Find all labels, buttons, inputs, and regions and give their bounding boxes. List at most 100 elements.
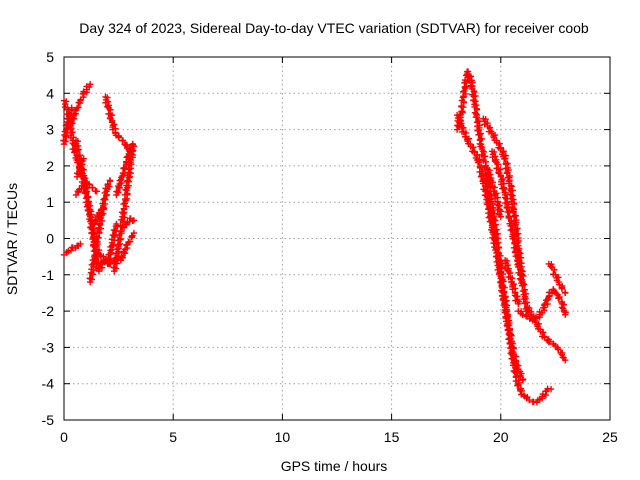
data-point [483,200,491,208]
data-points [60,68,569,406]
data-point [87,81,94,88]
data-point [74,170,81,177]
data-point [110,264,118,271]
y-tick-label: -4 [42,376,55,392]
data-point [505,321,513,329]
x-tick-label: 25 [602,429,618,445]
data-point [460,88,467,96]
data-point [512,253,520,260]
y-tick-label: -3 [42,339,55,355]
data-point [475,131,482,138]
data-point [515,381,522,388]
data-point [118,253,125,260]
x-tick-label: 15 [384,429,400,445]
data-point [458,97,466,104]
data-point [502,314,509,322]
data-point [495,202,502,210]
data-point [116,236,124,243]
data-point [530,313,537,320]
data-point [68,104,75,112]
data-point [502,309,509,316]
data-point [520,392,528,399]
data-point [110,226,118,234]
data-point [504,261,511,269]
y-tick-label: 5 [46,49,54,65]
data-point [463,68,471,75]
data-point [521,300,529,307]
data-point [458,102,465,110]
y-tick-label: 4 [46,85,54,101]
data-point [83,189,90,196]
data-point [119,137,126,144]
data-point [474,159,482,166]
data-point [547,385,555,393]
data-point [123,154,130,161]
y-axis-ticks: -5 -4 -3 -2 -1 0 1 2 3 4 5 [42,49,610,428]
data-point [472,98,479,105]
data-point [485,214,493,221]
data-point [113,188,120,195]
data-point [509,192,516,199]
data-point [104,98,112,105]
data-point [115,241,123,248]
data-point [113,220,120,228]
data-point [66,110,73,117]
data-point [93,233,101,240]
data-point [91,252,99,259]
data-point [74,147,81,155]
data-point [558,285,566,292]
data-point [509,222,517,229]
chart-title: Day 324 of 2023, Sidereal Day-to-day VTE… [79,20,589,36]
data-point [472,113,480,121]
data-point [103,256,111,263]
data-point [509,235,516,242]
data-point [512,358,520,365]
data-point [89,184,96,191]
data-point [500,155,508,163]
data-point [115,134,123,141]
data-point [491,243,498,251]
x-tick-label: 5 [169,429,177,445]
data-point [499,296,507,303]
data-point [517,372,524,379]
data-point [85,202,93,210]
y-tick-label: 2 [46,158,54,174]
data-point [92,247,100,254]
y-axis-label: SDTVAR / TECUs [4,183,20,295]
data-point [508,217,515,224]
data-point [551,266,558,274]
data-point [470,149,478,156]
data-point [492,235,499,243]
data-point [91,217,99,224]
data-point [476,156,483,163]
data-point [77,240,84,248]
data-point [519,311,526,318]
data-point [562,311,569,318]
data-point [86,275,94,282]
data-point [513,293,520,300]
data-point [116,177,123,184]
data-point [504,208,511,216]
data-point [486,218,494,225]
data-point [104,181,111,189]
data-point [80,174,87,181]
data-point [503,195,510,202]
data-point [556,293,563,301]
data-point [506,213,513,220]
y-tick-label: 1 [46,194,54,210]
data-point [89,256,97,264]
data-point [100,196,107,203]
data-point [127,149,134,156]
data-point [497,145,504,152]
x-tick-label: 10 [275,429,291,445]
data-point [478,172,485,180]
data-point [74,153,82,160]
data-point [60,137,67,144]
data-point [93,246,101,254]
data-point [500,185,507,193]
y-tick-label: 3 [46,122,54,138]
data-point [97,225,105,232]
data-point [130,217,138,224]
x-axis-label: GPS time / hours [281,458,388,474]
